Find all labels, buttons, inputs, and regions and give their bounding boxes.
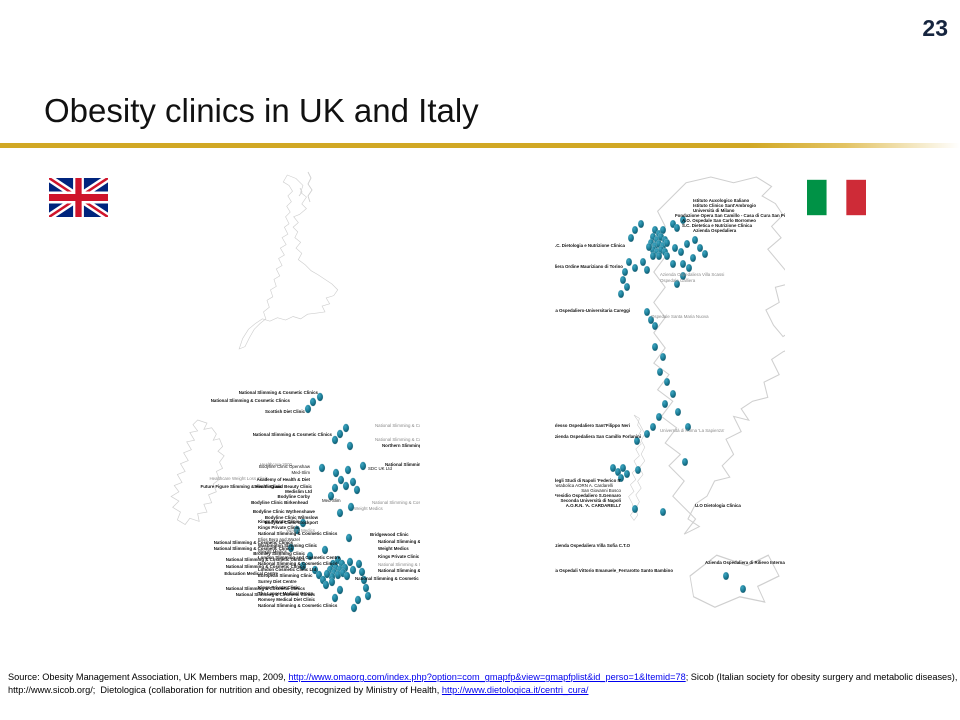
- svg-text:National Slimming & Cosmetic C: National Slimming & Cosmetic Clinics: [355, 576, 420, 581]
- svg-text:Kings Private Clinic: Kings Private Clinic: [258, 519, 300, 524]
- svg-text:Bodyline Corby: Bodyline Corby: [278, 494, 311, 499]
- svg-text:Bromley Slimming Clinic: Bromley Slimming Clinic: [253, 551, 305, 556]
- svg-text:Bodyline Clinic Wythenshawe: Bodyline Clinic Wythenshawe: [253, 509, 316, 514]
- svg-text:Azienda Ospedaliera Villa Sofi: Azienda Ospedaliera Villa Sofia C.T.O: [555, 543, 631, 548]
- svg-text:Ospedale Santa Maria Nuova: Ospedale Santa Maria Nuova: [651, 314, 709, 319]
- svg-text:National Slimming & Cosmetic C: National Slimming & Cosmetic Clinics: [239, 390, 319, 395]
- svg-text:Med-Slim: Med-Slim: [322, 498, 341, 503]
- svg-text:National Slimming & Cosmetic C: National Slimming & Cosmetic Clinics: [226, 586, 306, 591]
- svg-text:Med-Slim: Med-Slim: [291, 470, 310, 475]
- svg-text:National Slimming & Cosmetic C: National Slimming & Cosmetic Clinics: [375, 423, 420, 428]
- svg-text:Università di Roma 'La Sapienz: Università di Roma 'La Sapienza': [660, 428, 725, 433]
- svg-text:Azienda Ospedaliera San Camill: Azienda Ospedaliera San Camillo Forlanin…: [555, 434, 641, 439]
- svg-text:National Slimming & Cosmetic C: National Slimming & Cosmetic Clinics: [378, 539, 420, 544]
- svg-text:Azienda Sanitaria Ospedaliera: Azienda Sanitaria Ospedaliera Ordine Mau…: [555, 264, 623, 269]
- svg-text:Scottish Diet Clinic: Scottish Diet Clinic: [265, 409, 306, 414]
- svg-text:Bridgewood Clinic: Bridgewood Clinic: [370, 532, 409, 537]
- svg-text:Ospedale Galliera: Ospedale Galliera: [660, 278, 696, 283]
- svg-text:Northern Slimming Clinic: Northern Slimming Clinic: [382, 443, 420, 448]
- svg-text:Academy of Health & Diet: Academy of Health & Diet: [257, 477, 311, 482]
- svg-text:Weight Medics: Weight Medics: [378, 546, 409, 551]
- svg-text:Weight Medics: Weight Medics: [286, 528, 316, 533]
- svg-text:U.O Dietologia Clinica: U.O Dietologia Clinica: [695, 503, 741, 508]
- svg-text:National Slimming & Cosmetic C: National Slimming & Cosmetic Clinics: [378, 562, 420, 567]
- svg-text:National Slimming & Cosmetic C: National Slimming & Cosmetic Clinics: [236, 592, 316, 597]
- svg-text:National Slimming & Cosmetic C: National Slimming & Cosmetic Clinics: [375, 437, 420, 442]
- svg-text:Kings Private Clinic: Kings Private Clinic: [378, 554, 420, 559]
- svg-text:A.O.U.C. Azienda Ospedaliero-U: A.O.U.C. Azienda Ospedaliero-Universitar…: [555, 308, 630, 313]
- svg-text:Bodyline Clinic Birkenhead: Bodyline Clinic Birkenhead: [251, 500, 308, 505]
- svg-text:Weight Medics: Weight Medics: [354, 506, 384, 511]
- svg-text:Education Medical Centre: Education Medical Centre: [224, 571, 278, 576]
- svg-text:National Slimming & Cosmetic C: National Slimming & Cosmetic Clinics: [378, 568, 420, 573]
- svg-text:Bodyline Clinic Openshaw: Bodyline Clinic Openshaw: [259, 464, 311, 469]
- svg-text:S.C. Dietologia e Nutrizione C: S.C. Dietologia e Nutrizione Clinica: [555, 243, 626, 248]
- svg-text:National Slimming & Cosmetic C: National Slimming & Cosmetic Clinics: [372, 500, 420, 505]
- svg-text:National Slimming & Cosmetic C: National Slimming & Cosmetic Clinics: [226, 564, 306, 569]
- svg-text:A.O.R.N. 'A. CARDARELLI': A.O.R.N. 'A. CARDARELLI': [566, 503, 621, 508]
- svg-text:Romsey Medical Diet Clinic: Romsey Medical Diet Clinic: [258, 597, 316, 602]
- svg-text:National Slimming & Cosmetic C: National Slimming & Cosmetic Clinics: [258, 603, 338, 608]
- svg-text:National Slimming & Cosmetic C: National Slimming & Cosmetic Clinics: [385, 462, 420, 467]
- svg-text:National Slimming & Cosmetic C: National Slimming & Cosmetic Clinics: [253, 432, 333, 437]
- svg-text:Azienda Ospedali Vittorio Eman: Azienda Ospedali Vittorio Emanuele_Ferra…: [555, 568, 673, 573]
- svg-text:Azienda Ospedaliera: Azienda Ospedaliera: [693, 228, 737, 233]
- svg-text:Azienda Ospedaliera di Rilievo: Azienda Ospedaliera di Rilievo Internazi…: [705, 560, 785, 565]
- svg-text:National Slimming & Cosmetic C: National Slimming & Cosmetic Clinics: [226, 557, 306, 562]
- svg-text:Azienda Ospedaliera Villa Scas: Azienda Ospedaliera Villa Scassi: [660, 272, 724, 277]
- svg-text:National Slimming & Cosmetic C: National Slimming & Cosmetic Clinics: [211, 398, 291, 403]
- svg-text:National Slimming & Cosmetic C: National Slimming & Cosmetic Clinics: [214, 540, 294, 545]
- svg-text:Surrey Diet Centre: Surrey Diet Centre: [258, 579, 297, 584]
- svg-text:Azienda Complesso Ospedaliero: Azienda Complesso Ospedaliero Sant'Filip…: [555, 423, 630, 428]
